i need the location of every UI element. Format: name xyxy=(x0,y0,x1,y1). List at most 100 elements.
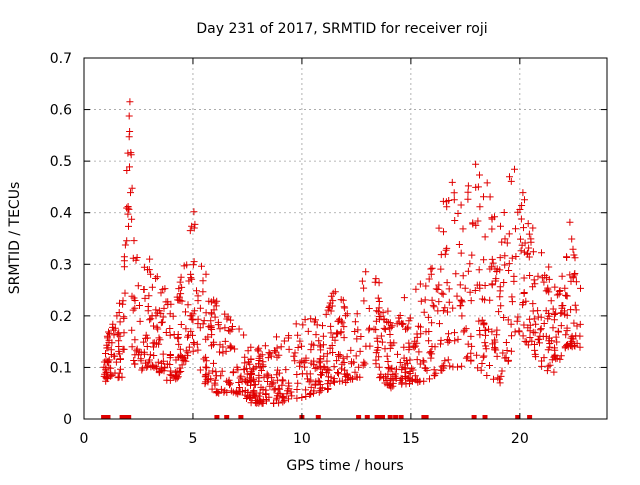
data-point xyxy=(166,325,174,332)
data-point xyxy=(480,352,488,360)
data-point xyxy=(194,346,202,354)
data-point xyxy=(498,238,506,246)
data-point xyxy=(290,352,298,360)
data-point xyxy=(198,262,205,270)
data-point xyxy=(557,322,565,330)
x-tick-label: 0 xyxy=(80,431,89,447)
data-point xyxy=(428,319,436,327)
data-point xyxy=(190,340,198,348)
data-point xyxy=(482,331,489,339)
data-point xyxy=(405,346,413,354)
data-point xyxy=(142,359,149,367)
data-point xyxy=(110,331,118,339)
gap-marker xyxy=(315,415,321,419)
data-point xyxy=(121,241,129,249)
data-point xyxy=(552,333,560,341)
data-point xyxy=(434,286,442,293)
data-point xyxy=(449,304,457,312)
data-point xyxy=(154,325,162,333)
data-point xyxy=(279,377,287,385)
data-point xyxy=(528,337,536,345)
data-point xyxy=(534,336,542,344)
data-point xyxy=(355,363,363,371)
data-point xyxy=(514,313,522,321)
data-point xyxy=(158,359,166,367)
data-point xyxy=(577,284,584,292)
data-point xyxy=(404,359,411,367)
data-point xyxy=(153,273,161,281)
data-point xyxy=(110,352,118,360)
data-point xyxy=(568,235,576,243)
data-point xyxy=(441,357,449,365)
data-point xyxy=(137,357,145,365)
data-point xyxy=(294,331,302,339)
data-point xyxy=(372,356,380,364)
data-point xyxy=(398,380,406,388)
data-point xyxy=(559,302,567,309)
data-point xyxy=(215,389,223,397)
data-point xyxy=(333,357,341,365)
data-point xyxy=(334,369,341,376)
data-point xyxy=(508,254,516,262)
data-point xyxy=(476,171,483,179)
data-point xyxy=(175,340,183,348)
data-point xyxy=(544,346,552,354)
chart-title: Day 231 of 2017, SRMTID for receiver roj… xyxy=(196,21,487,37)
data-point xyxy=(475,317,483,325)
data-point xyxy=(386,344,394,352)
data-gap-markers xyxy=(101,415,533,419)
data-point xyxy=(437,251,445,259)
data-point xyxy=(415,348,423,356)
data-point xyxy=(248,371,256,379)
data-point xyxy=(549,305,557,313)
data-point xyxy=(336,315,343,323)
data-point xyxy=(427,265,435,273)
data-point xyxy=(480,256,488,264)
data-point xyxy=(218,367,226,375)
data-point xyxy=(246,394,253,401)
data-point xyxy=(524,324,532,332)
data-point xyxy=(237,372,245,380)
gap-marker xyxy=(393,415,399,419)
data-point xyxy=(422,328,430,336)
data-point xyxy=(208,385,216,393)
data-point xyxy=(128,343,136,351)
data-point xyxy=(480,319,488,327)
data-point xyxy=(481,282,489,289)
data-point xyxy=(131,360,139,368)
data-point xyxy=(194,292,202,300)
data-point xyxy=(166,361,174,368)
data-point xyxy=(527,238,535,246)
data-point xyxy=(409,366,417,374)
data-point xyxy=(221,337,229,345)
data-point xyxy=(474,217,482,225)
data-point xyxy=(538,249,545,257)
data-point xyxy=(105,364,113,372)
data-point xyxy=(250,391,258,399)
data-point xyxy=(428,296,436,304)
data-point xyxy=(190,224,198,232)
data-point xyxy=(534,272,542,280)
data-point xyxy=(150,343,157,351)
data-point xyxy=(328,342,336,349)
data-point xyxy=(422,282,430,290)
data-point xyxy=(285,345,293,353)
data-point xyxy=(103,332,111,340)
data-point xyxy=(503,239,511,247)
data-point xyxy=(530,276,538,284)
data-point xyxy=(316,355,324,363)
data-point xyxy=(125,112,133,120)
data-point xyxy=(502,339,510,346)
data-point xyxy=(408,364,416,372)
data-point xyxy=(274,389,282,397)
data-point xyxy=(325,366,333,374)
data-point xyxy=(280,394,288,402)
data-point xyxy=(299,321,307,329)
data-point xyxy=(457,296,465,304)
data-point xyxy=(567,277,575,285)
data-point xyxy=(189,261,197,269)
data-point xyxy=(473,281,481,289)
data-point xyxy=(462,354,470,362)
data-point xyxy=(301,316,309,324)
data-point xyxy=(458,312,466,320)
